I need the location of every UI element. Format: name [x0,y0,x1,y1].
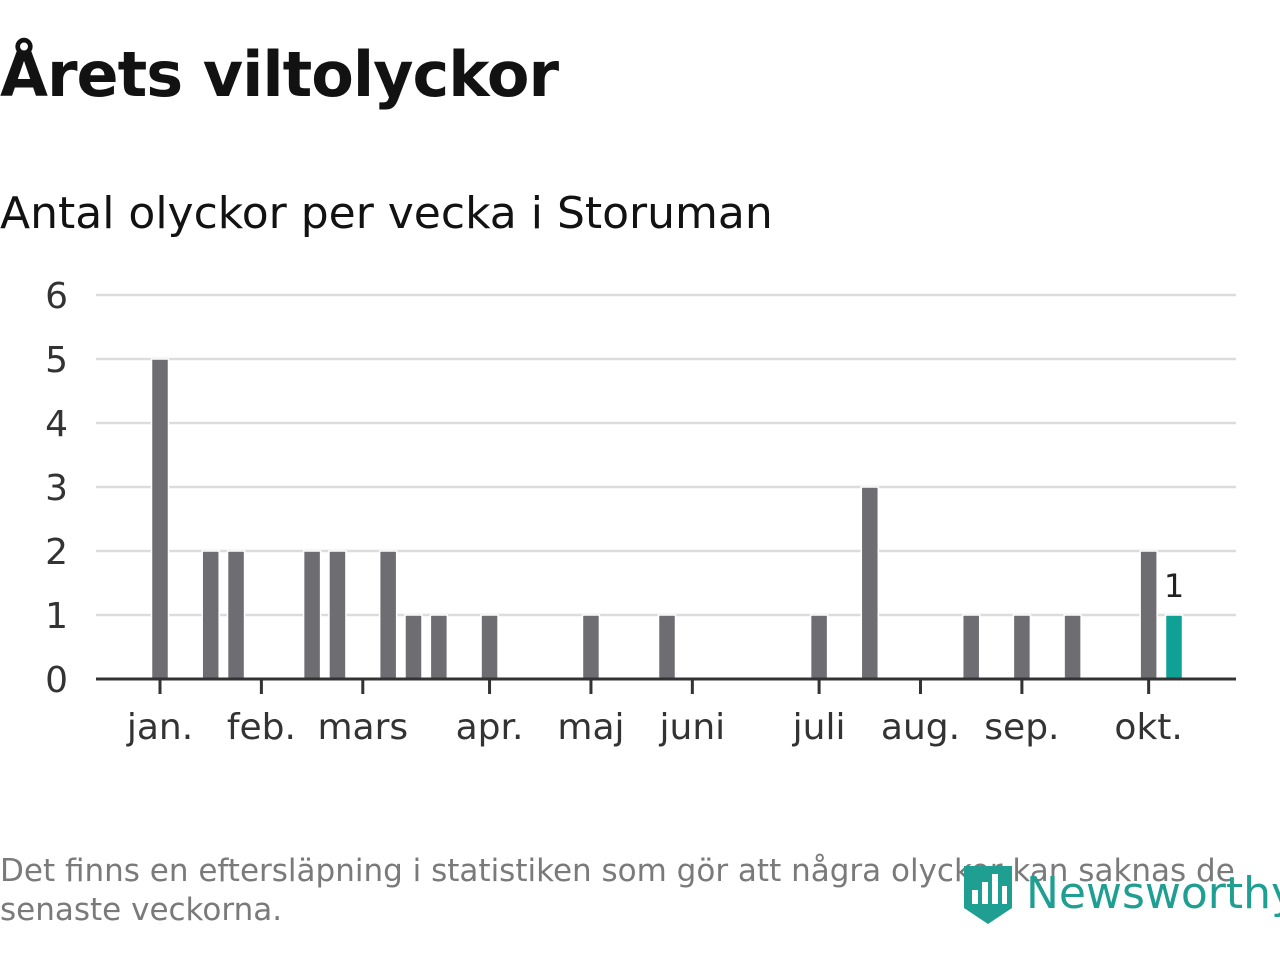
x-tick-label: apr. [456,707,524,748]
chart-title: Årets viltolyckor [0,38,559,111]
newsworthy-logo: Newsworthy [962,858,1280,928]
x-tick-label: jan. [126,707,193,748]
gridlines [96,293,1236,617]
bar [378,550,398,680]
bar [201,550,220,680]
bar [429,614,449,680]
x-tick-label: aug. [881,707,960,748]
bar-chart: 0 1 2 3 4 5 6 jan. feb. mars apr. maj juni juli aug. s… [45,276,1236,748]
y-tick-label: 0 [45,660,68,701]
y-tick-label: 4 [45,404,68,445]
footnote: Det finns en eftersläpning i statistiken… [0,853,1235,928]
bar [480,614,499,680]
bar [809,614,829,680]
bar [302,550,322,680]
bars [150,358,1184,680]
newsworthy-logo-text: Newsworthy [1026,867,1280,919]
x-tick-label: juni [659,707,726,748]
y-tick-label: 6 [45,276,68,317]
x-tick-label: feb. [227,707,296,748]
x-tick-label: sep. [984,707,1059,748]
bar [860,486,880,680]
bar [961,614,981,680]
x-tick-label: juli [792,707,846,748]
bar [1139,550,1158,680]
y-tick-label: 1 [45,596,68,637]
bar [150,358,170,680]
bar [1012,614,1032,680]
bar-highlight [1164,614,1184,680]
bar [657,614,677,680]
y-tick-label: 3 [45,468,68,509]
bar [226,550,246,680]
chart-subtitle: Antal olyckor per vecka i Storuman [0,188,773,239]
x-tick-label: okt. [1114,707,1182,748]
data-labels: 1 [1164,567,1184,605]
newsworthy-logo-icon [964,866,1012,924]
x-tick-label: mars [317,707,408,748]
x-axis: jan. feb. mars apr. maj juni juli aug. sep. okt. [96,677,1236,748]
bar [404,614,423,680]
y-tick-label: 5 [45,340,68,381]
data-label-latest: 1 [1164,567,1184,605]
bar [1063,614,1082,680]
x-tick-label: maj [557,707,624,748]
y-tick-label: 2 [45,532,68,573]
y-axis: 0 1 2 3 4 5 6 [45,276,68,701]
bar [328,550,347,680]
bar [581,614,601,680]
